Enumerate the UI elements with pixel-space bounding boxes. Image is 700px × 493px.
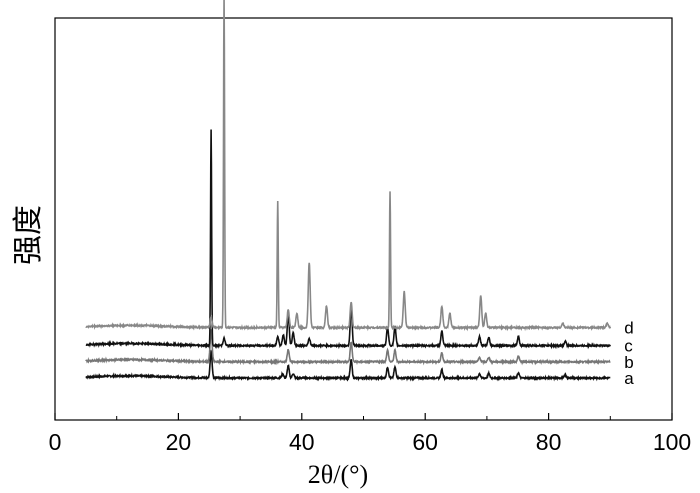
- x-axis-ticks: [54, 413, 673, 420]
- series-label-c: c: [624, 337, 633, 356]
- series-line-c: [85, 129, 611, 350]
- x-tick-label: 40: [289, 429, 315, 455]
- x-axis-title: 2θ/(°): [308, 460, 368, 489]
- x-tick-label: 20: [166, 429, 192, 455]
- series-lines: [85, 0, 612, 382]
- x-tick-label: 100: [653, 429, 691, 455]
- series-line-d: [85, 0, 612, 332]
- y-axis-title: 强度: [11, 205, 46, 265]
- series-label-a: a: [624, 369, 634, 388]
- series-label-b: b: [624, 353, 633, 372]
- series-line-b: [85, 329, 611, 366]
- x-tick-label: 60: [412, 429, 438, 455]
- series-label-d: d: [624, 319, 633, 338]
- x-tick-label: 80: [536, 429, 562, 455]
- x-tick-label: 0: [49, 429, 62, 455]
- x-axis-tick-labels: 0 20 40 60 80 100: [49, 429, 692, 455]
- series-line-a: [85, 349, 611, 382]
